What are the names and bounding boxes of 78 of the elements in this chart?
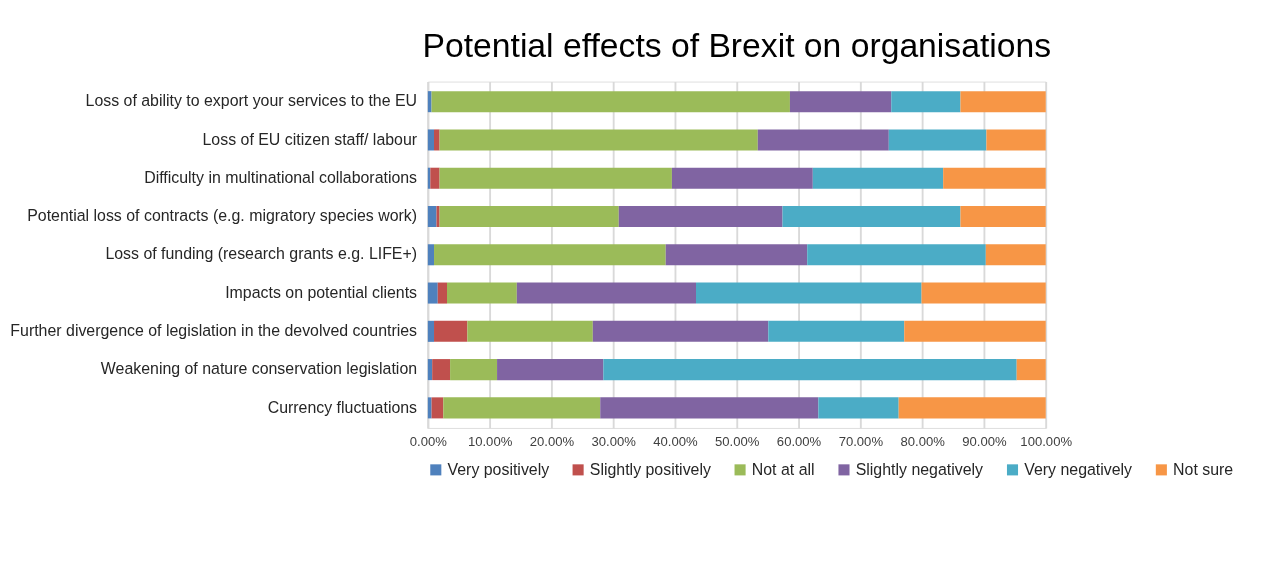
bar (439, 205, 619, 228)
bar (665, 244, 808, 266)
bar (427, 244, 435, 266)
bar (427, 205, 437, 228)
bar (439, 167, 672, 189)
bar (898, 397, 1046, 419)
legend-label: Very negatively (1024, 460, 1133, 478)
bar (431, 91, 790, 113)
bar (960, 91, 1046, 113)
x-tick-label: 100.00% (1020, 434, 1073, 450)
bar (807, 244, 986, 266)
x-tick-label: 90.00% (962, 434, 1007, 450)
x-tick-label: 50.00% (715, 434, 760, 450)
y-tick-label: Further divergence of legislation in the devolved countries (10, 322, 418, 340)
bar (427, 129, 435, 151)
bar (427, 359, 433, 381)
bar (943, 167, 1046, 189)
bar (671, 167, 813, 189)
bar (443, 397, 601, 419)
bar (888, 129, 987, 151)
bar (439, 129, 758, 151)
bar (467, 320, 593, 342)
x-tick-label: 80.00% (900, 434, 946, 450)
bar (592, 320, 769, 342)
bar (450, 359, 498, 381)
legend-label: Slightly positively (589, 460, 711, 478)
bar (447, 282, 517, 304)
bar (818, 397, 899, 419)
x-tick-label: 60.00% (776, 434, 822, 450)
x-tick-label: 70.00% (838, 434, 884, 450)
bar (960, 205, 1046, 228)
bar (427, 282, 438, 304)
bar (1016, 359, 1046, 381)
bar (497, 359, 604, 381)
bar (434, 129, 440, 151)
y-tick-label: Difficulty in multinational collaborations (144, 168, 418, 186)
chart-title: Potential effects of Brexit on organisations (422, 26, 1052, 65)
bar (768, 320, 905, 342)
bar (430, 167, 440, 189)
x-tick-label: 30.00% (591, 434, 637, 450)
y-tick-label: Currency fluctuations (267, 398, 418, 416)
bar (618, 205, 783, 228)
x-tick-label: 0.00% (409, 434, 448, 450)
bar (904, 320, 1046, 342)
y-tick-label: Impacts on potential clients (225, 283, 418, 301)
y-tick-label: Loss of funding (research grants e.g. LIFE+) (105, 245, 418, 263)
bar (782, 205, 961, 228)
bar (696, 282, 922, 304)
bar (757, 129, 889, 151)
bar (437, 282, 447, 304)
bar (427, 91, 432, 113)
bar (986, 129, 1046, 151)
legend-label: Not sure (1173, 460, 1234, 478)
x-tick-label: 20.00% (529, 434, 575, 450)
legend-label: Slightly negatively (855, 460, 984, 478)
y-tick-label: Weakening of nature conservation legislation (100, 360, 418, 378)
y-tick-label: Loss of ability to export your services to the EU (85, 92, 418, 110)
bar (921, 282, 1046, 304)
bar (431, 397, 444, 419)
bar (434, 244, 666, 266)
bar (985, 244, 1046, 266)
bar (812, 167, 944, 189)
legend-label: Very positively (447, 460, 550, 478)
legend-label: Not at all (751, 460, 815, 478)
bar (436, 205, 440, 228)
y-tick-label: Loss of EU citizen staff/ labour (202, 130, 418, 148)
bar (600, 397, 819, 419)
y-tick-label: Potential loss of contracts (e.g. migratory species work) (27, 207, 418, 225)
x-tick-label: 40.00% (653, 434, 699, 450)
bar (516, 282, 697, 304)
bar (434, 320, 468, 342)
bar (427, 397, 432, 419)
bar (427, 320, 435, 342)
x-tick-label: 10.00% (467, 434, 513, 450)
bar (789, 91, 892, 113)
bar (603, 359, 1017, 381)
bar (432, 359, 451, 381)
bar (891, 91, 961, 113)
